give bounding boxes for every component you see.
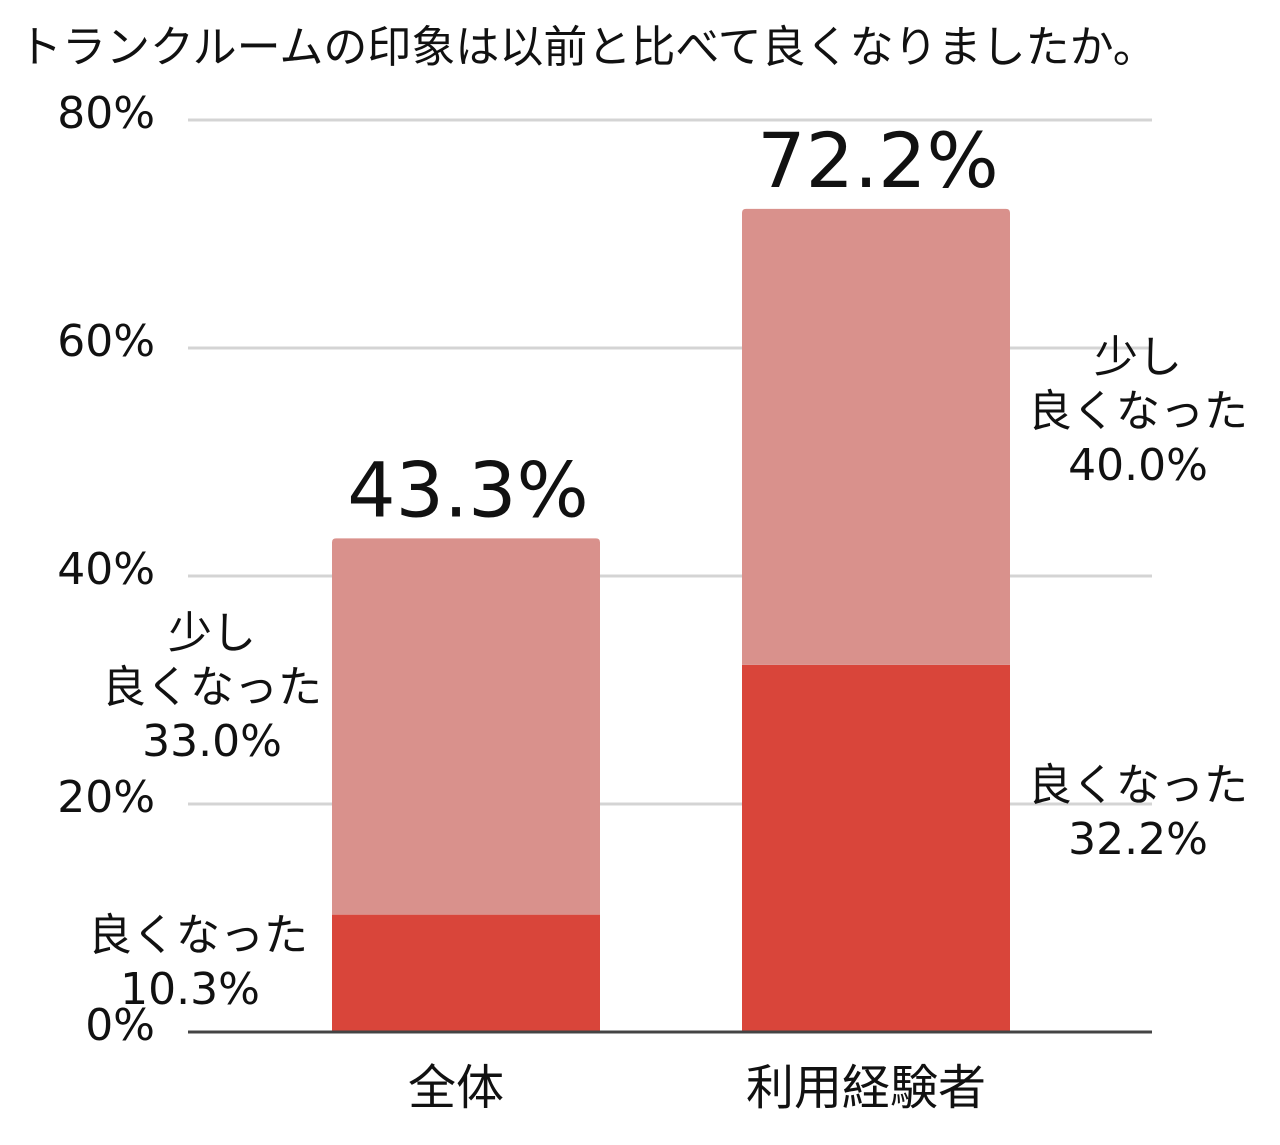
y-tick-label: 40%: [57, 544, 155, 595]
x-category-label: 全体: [408, 1060, 504, 1116]
axes: 0% 20% 40% 60% 80% 全体 利用経験者: [57, 88, 1152, 1116]
data-labels: 43.3%72.2%良くなった 10.3%良くなった 32.2%少し良くなった 33.…: [88, 116, 1248, 1015]
y-tick-label: 80%: [57, 88, 155, 139]
bar-segment: [742, 208, 1010, 665]
segment-label-line: 良くなった: [1028, 760, 1248, 811]
segment-label-line: 良くなった: [1028, 386, 1248, 437]
segment-label: 良くなった 32.2%: [1028, 760, 1248, 865]
bar-segment: [332, 538, 600, 915]
segment-label: 良くなった 10.3%: [88, 910, 308, 1015]
bar-total-label: 72.2%: [757, 116, 998, 205]
y-tick-label: 60%: [57, 316, 155, 367]
y-tick-label: 0%: [85, 1000, 155, 1051]
segment-label-line: 10.3%: [120, 964, 260, 1015]
segment-label: 少し良くなった 40.0%: [1028, 332, 1248, 491]
segment-label-line: 32.2%: [1068, 814, 1208, 865]
segment-label-line: 少し: [1094, 332, 1182, 383]
segment-label-line: 良くなった: [102, 662, 322, 713]
bars: [332, 208, 1010, 1032]
segment-label: 少し良くなった 33.0%: [102, 608, 322, 767]
segment-label-line: 良くなった: [88, 910, 308, 961]
x-category-label: 利用経験者: [746, 1060, 986, 1116]
segment-label-line: 少し: [168, 608, 256, 659]
bar-segment: [742, 664, 1010, 1032]
segment-label-line: 40.0%: [1068, 440, 1208, 491]
chart-title: トランクルームの印象は以前と比べて良くなりましたか。: [18, 22, 1157, 73]
bar-total-label: 43.3%: [347, 445, 588, 534]
y-tick-label: 20%: [57, 772, 155, 823]
bar-segment: [332, 914, 600, 1032]
segment-label-line: 33.0%: [142, 716, 282, 767]
